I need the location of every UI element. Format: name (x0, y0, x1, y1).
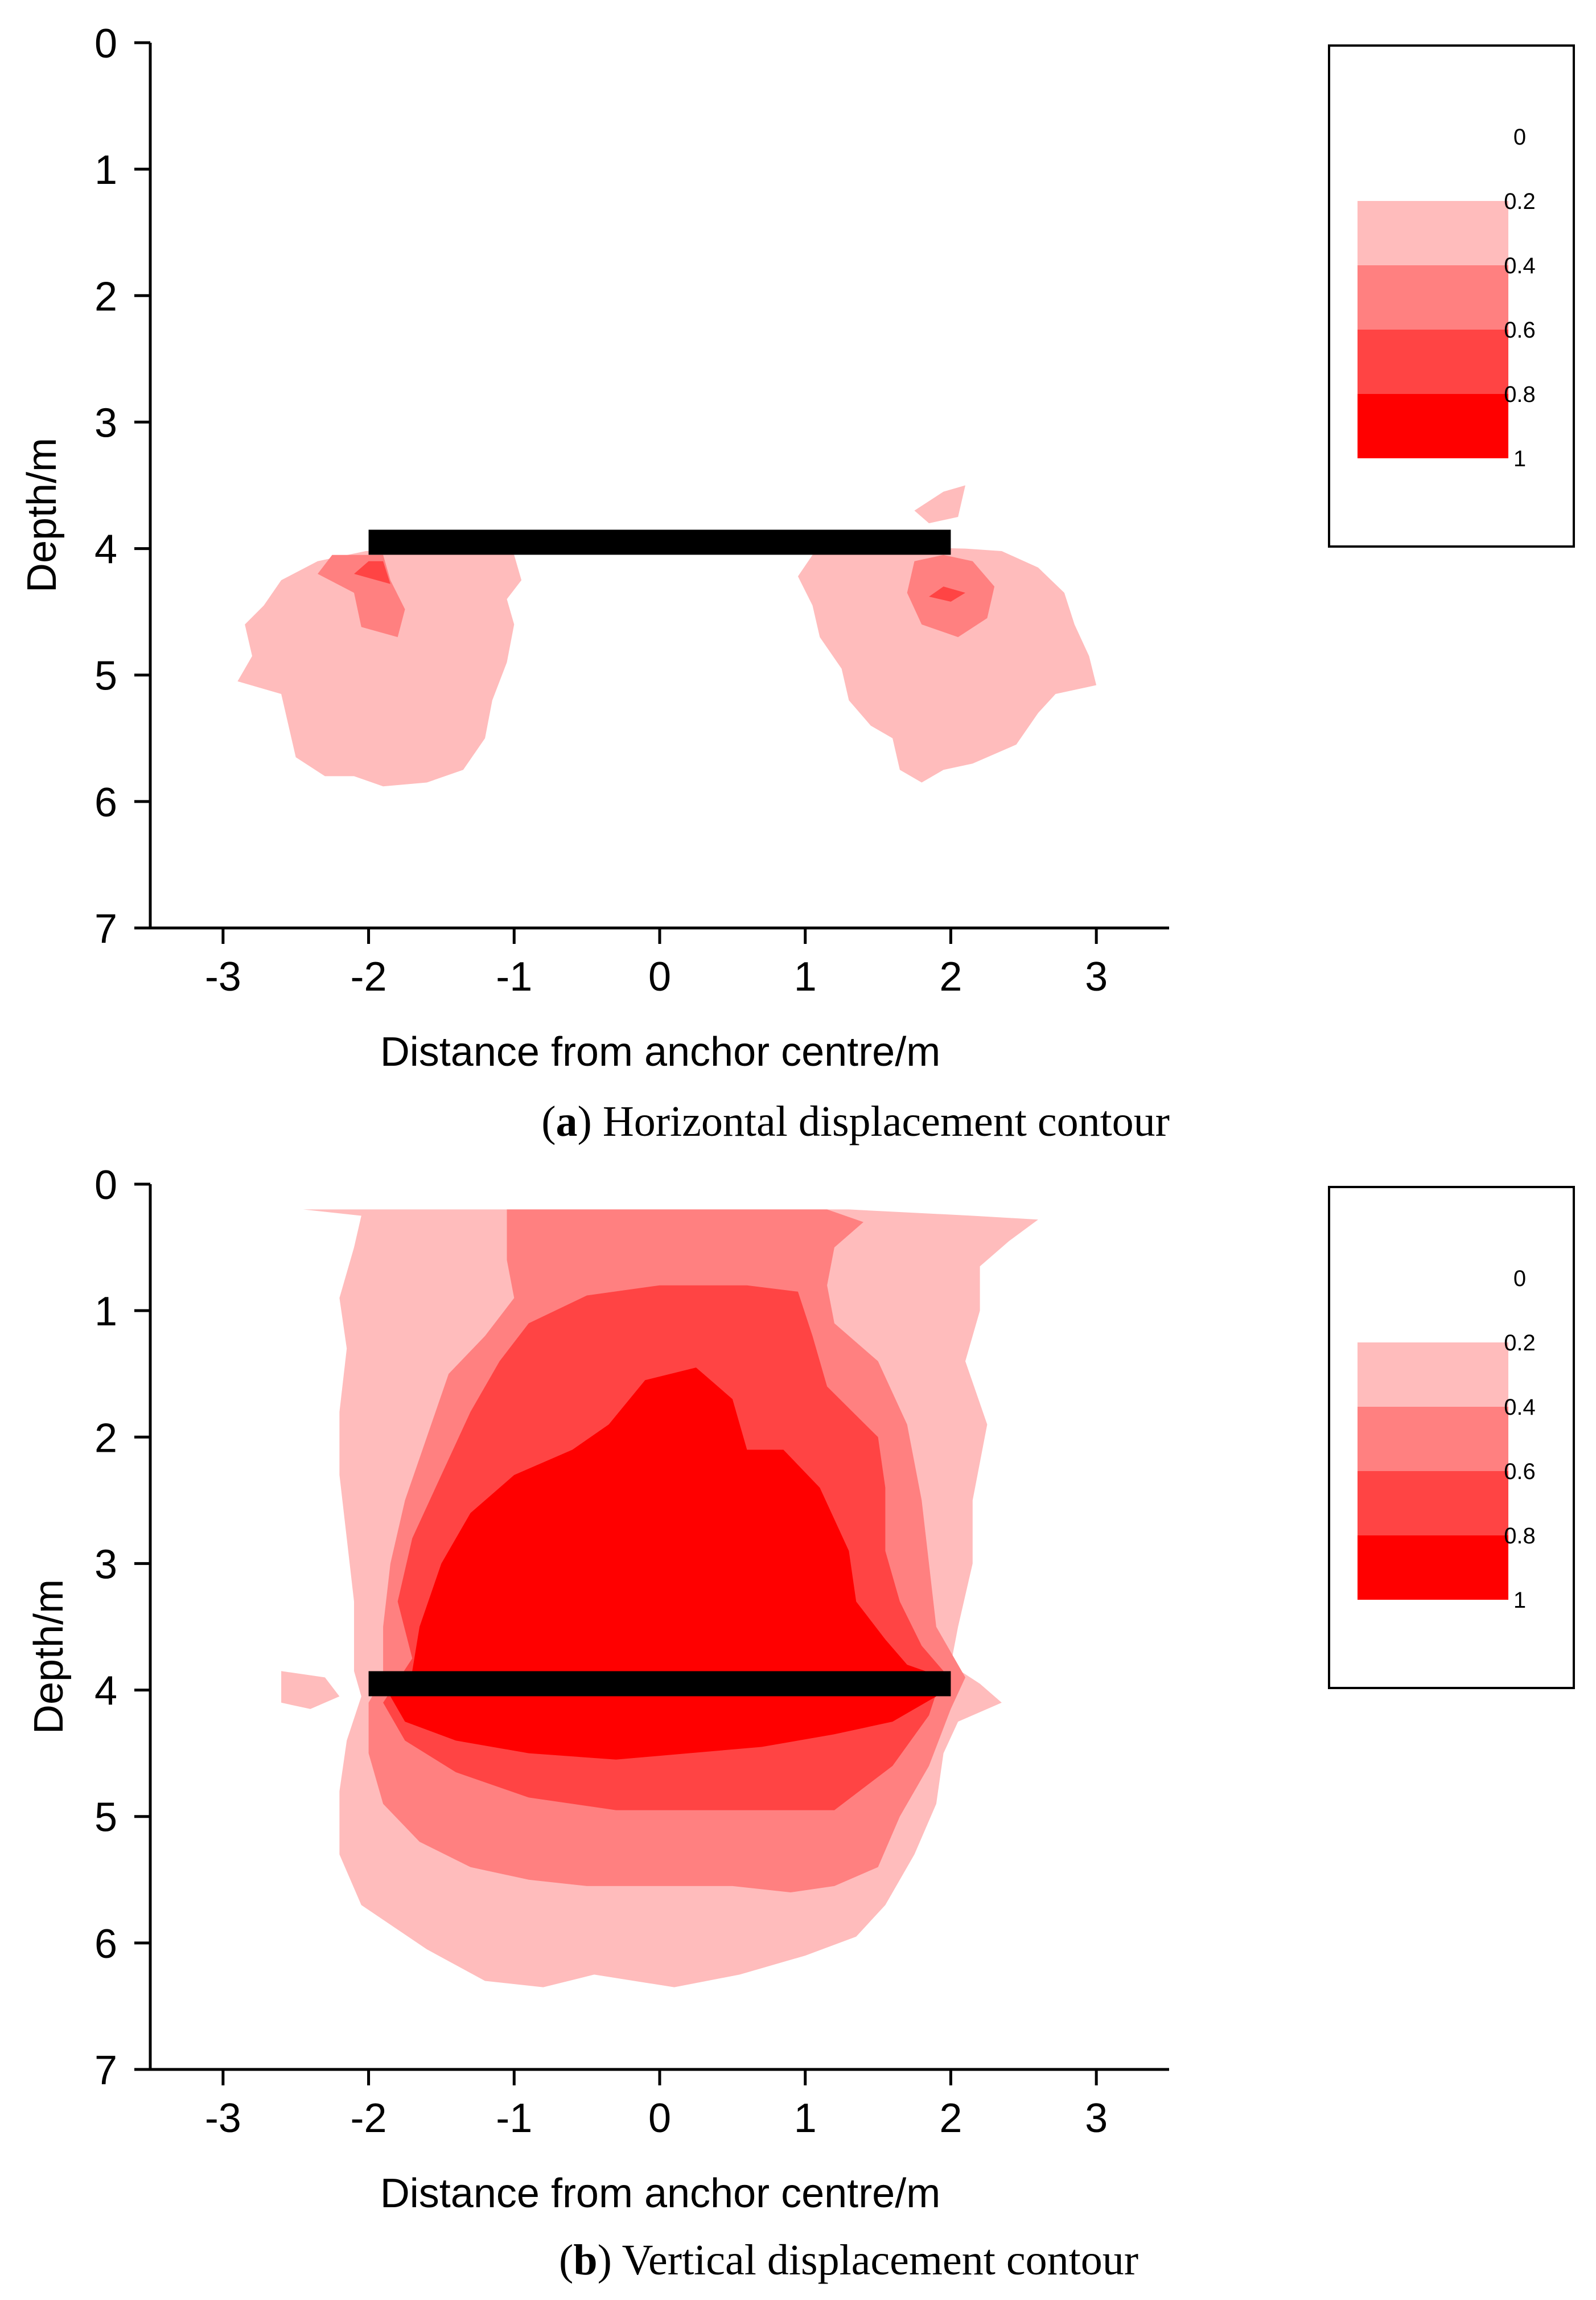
legend-swatch-level-2 (1358, 1407, 1508, 1471)
anchor-plate-a (368, 529, 951, 555)
caption-text-a: Horizontal displacement contour (603, 1098, 1170, 1145)
x-tick-label: 0 (648, 2096, 671, 2141)
anchor-plate (368, 529, 951, 555)
y-tick-label: 5 (94, 654, 117, 699)
y-tick-label: 4 (94, 1669, 117, 1714)
y-tick-label: 1 (94, 1289, 117, 1334)
caption-text-b: Vertical displacement contour (622, 2236, 1138, 2284)
x-tick-label: -2 (351, 954, 387, 1000)
plot-area-a (237, 485, 1097, 787)
y-tick-label: 3 (94, 1542, 117, 1587)
contour-regions-a (237, 485, 1097, 787)
y-ticks-a: 0 1 2 3 4 5 6 7 (94, 21, 150, 952)
x-tick-label: 2 (939, 954, 962, 1000)
legend-label: 0.4 (1504, 253, 1536, 278)
panel-a: 0 1 2 3 4 5 6 7 -3 -2 -1 0 1 2 3 Distance from anchor… (19, 21, 1575, 1145)
y-axis-title-a: Depth/m (19, 438, 65, 593)
x-axis-title-a: Distance from anchor centre/m (380, 1029, 940, 1075)
legend-swatch-level-1 (1358, 201, 1508, 265)
legend-label: 0.8 (1504, 382, 1536, 407)
x-axis-title-b: Distance from anchor centre/m (380, 2171, 940, 2216)
legend-swatches-a (1358, 201, 1508, 458)
legend-label: 1 (1513, 1588, 1526, 1613)
y-tick-label: 7 (94, 2048, 117, 2093)
panel-b: 0 1 2 3 4 5 6 7 -3 -2 -1 0 1 2 3 Distance from anchor… (26, 1163, 1575, 2284)
y-tick-label: 1 (94, 147, 117, 193)
legend-labels-a: 0 0.2 0.4 0.6 0.8 1 (1504, 125, 1536, 471)
legend-label: 0.8 (1504, 1523, 1536, 1549)
y-tick-label: 3 (94, 400, 117, 446)
legend-a: 0 0.2 0.4 0.6 0.8 1 (1328, 44, 1575, 548)
x-tick-label: -3 (205, 2096, 241, 2141)
x-tick-label: 1 (794, 954, 817, 1000)
y-tick-label: 2 (94, 1415, 117, 1461)
legend-label: 0 (1513, 1266, 1526, 1291)
legend-b: 0 0.2 0.4 0.6 0.8 1 (1328, 1186, 1575, 1689)
x-tick-label: 2 (939, 2096, 962, 2141)
x-tick-label: -2 (351, 2096, 387, 2141)
x-tick-label: 3 (1085, 2096, 1108, 2141)
legend-label: 0.2 (1504, 1330, 1536, 1356)
x-tick-label: -1 (496, 954, 532, 1000)
legend-swatches-b (1358, 1342, 1508, 1600)
y-ticks-b: 0 1 2 3 4 5 6 7 (94, 1163, 150, 2093)
contour-region-level-3 (929, 586, 965, 602)
contour-region-level-1 (797, 546, 1097, 783)
y-tick-label: 5 (94, 1795, 117, 1841)
contour-region-level-1 (237, 546, 522, 787)
legend-swatch-level-3 (1358, 1471, 1508, 1535)
legend-swatch-level-2 (1358, 265, 1508, 330)
y-tick-label: 7 (94, 906, 117, 952)
contour-regions-b (281, 1209, 1038, 1987)
x-ticks-b: -3 -2 -1 0 1 2 3 (205, 2069, 1108, 2141)
legend-label: 0 (1513, 125, 1526, 150)
x-tick-label: -3 (205, 954, 241, 1000)
caption-letter-a: a (556, 1098, 578, 1145)
legend-label: 0.4 (1504, 1395, 1536, 1420)
y-tick-label: 4 (94, 527, 117, 573)
legend-swatch-level-1 (1358, 1342, 1508, 1407)
contour-region-level-1 (914, 485, 965, 524)
legend-swatch-level-3 (1358, 330, 1508, 394)
anchor-plate-b (368, 1671, 951, 1697)
plot-area-b (281, 1209, 1038, 1987)
x-tick-label: 1 (794, 2096, 817, 2141)
x-tick-label: 0 (648, 954, 671, 1000)
legend-swatch-level-4 (1358, 1535, 1508, 1600)
x-tick-label: 3 (1085, 954, 1108, 1000)
x-tick-label: -1 (496, 2096, 532, 2141)
y-tick-label: 0 (94, 1163, 117, 1208)
y-tick-label: 6 (94, 1921, 117, 1967)
y-tick-label: 0 (94, 21, 117, 67)
legend-label: 0.2 (1504, 189, 1536, 214)
anchor-plate (368, 1671, 951, 1697)
legend-swatch-level-4 (1358, 394, 1508, 458)
legend-label: 1 (1513, 446, 1526, 471)
legend-labels-b: 0 0.2 0.4 0.6 0.8 1 (1504, 1266, 1536, 1613)
caption-letter-b: b (573, 2236, 597, 2284)
y-tick-label: 6 (94, 780, 117, 825)
caption-b: (b) Vertical displacement contour (559, 2236, 1138, 2284)
legend-label: 0.6 (1504, 1459, 1536, 1484)
y-axis-title-b: Depth/m (26, 1579, 72, 1734)
axes-a (149, 43, 1169, 930)
contour-region-level-4 (390, 1367, 944, 1760)
caption-a: (a) Horizontal displacement contour (541, 1098, 1170, 1145)
y-tick-label: 2 (94, 274, 117, 319)
contour-region-level-1 (281, 1671, 340, 1709)
x-ticks-a: -3 -2 -1 0 1 2 3 (205, 928, 1108, 1000)
legend-label: 0.6 (1504, 318, 1536, 343)
contour-region-level-3 (354, 561, 390, 584)
